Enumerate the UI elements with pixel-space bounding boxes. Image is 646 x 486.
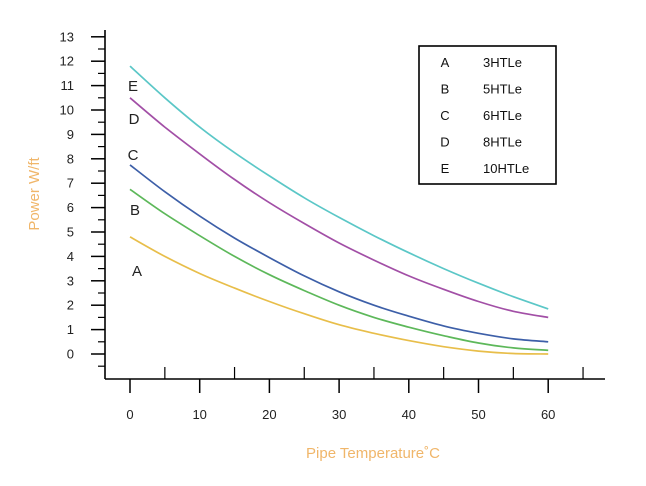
curve-label-c: C [128,147,139,164]
x-tick-label: 50 [471,407,485,422]
legend-name-b: 5HTLe [483,82,522,97]
y-tick-label: 0 [67,347,74,362]
legend-key-b: B [441,82,450,97]
y-tick-label: 9 [67,127,74,142]
y-tick-label: 10 [60,103,74,118]
legend: A 3HTLe B 5HTLe C 6HTLe D 8HTLe E 10HTLe [418,45,557,185]
curve-labels: A B C DE [128,78,142,280]
y-tick-label: 6 [67,200,74,215]
series-layer [129,65,549,355]
series-line-b [129,188,549,352]
legend-key-e: E [441,161,450,176]
curve-label-e: E [128,78,138,95]
series-line-c [129,164,549,343]
series-line-e [129,65,549,310]
y-tick-label: 4 [67,249,74,264]
y-tick-label: 7 [67,176,74,191]
legend-name-d: 8HTLe [483,135,522,150]
legend-name-c: 6HTLe [483,108,522,123]
x-tick-label: 40 [402,407,416,422]
y-tick-label: 12 [60,54,74,69]
legend-box [418,45,557,185]
curve-label-a: A [132,263,142,280]
legend-name-a: 3HTLe [483,55,522,70]
y-tick-label: 5 [67,225,74,240]
y-tick-label: 3 [67,273,74,288]
x-axis-title: Pipe Temperature˚C [306,445,440,462]
legend-key-c: C [440,108,449,123]
legend-name-e: 10HTLe [483,161,529,176]
x-tick-label: 30 [332,407,346,422]
y-tick-label: 13 [60,29,74,44]
y-tick-label: 8 [67,151,74,166]
x-tick-label: 60 [541,407,555,422]
curve-label-d: D [129,111,140,128]
y-tick-label: 1 [67,322,74,337]
y-tick-label: 11 [61,78,75,93]
legend-key-a: A [441,55,450,70]
series-line-d [129,97,549,319]
x-tick-label: 20 [262,407,276,422]
legend-key-d: D [440,135,449,150]
series-line-a [129,236,549,355]
curve-label-b: B [130,202,140,219]
x-tick-label: 0 [126,407,133,422]
x-tick-label: 10 [192,407,206,422]
y-tick-label: 2 [67,298,74,313]
y-axis-title: Power W/ft [26,157,43,231]
